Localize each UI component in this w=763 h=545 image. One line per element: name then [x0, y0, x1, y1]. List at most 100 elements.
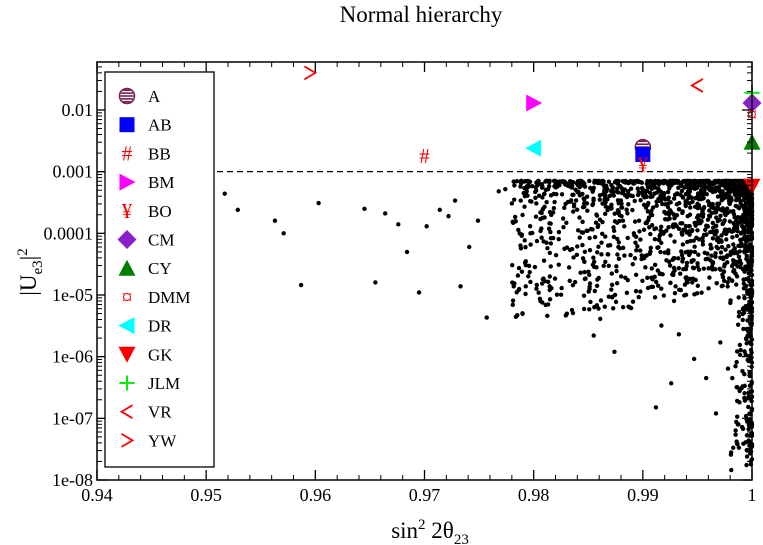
scan-point	[725, 260, 730, 265]
scan-point	[622, 253, 627, 258]
legend-marker-bm	[119, 173, 136, 191]
scan-point	[672, 255, 677, 261]
legend-item-vr: VR	[119, 403, 172, 422]
scan-point	[592, 178, 597, 184]
scan-point	[235, 207, 241, 213]
scan-point	[623, 178, 628, 184]
scan-point	[735, 385, 740, 390]
scan-point	[614, 264, 619, 269]
legend-marker-vr	[119, 404, 133, 419]
scan-point	[618, 198, 624, 203]
scan-point	[735, 204, 740, 210]
scan-point	[658, 232, 663, 237]
scan-point	[539, 235, 544, 240]
scan-point	[626, 202, 631, 207]
scan-point	[680, 194, 685, 200]
scan-point	[316, 200, 321, 206]
scan-point	[638, 289, 643, 294]
scan-point	[626, 180, 631, 186]
scan-point	[643, 205, 649, 210]
scan-point	[691, 265, 697, 271]
legend-marker-yw	[121, 433, 135, 448]
scan-point	[648, 245, 653, 250]
scan-point	[726, 185, 732, 191]
scan-point	[689, 258, 695, 263]
x-axis-label-sup: 2	[418, 517, 426, 533]
scan-point	[713, 254, 718, 259]
legend-label-vr: VR	[148, 403, 172, 422]
scan-point	[672, 239, 677, 244]
scan-point	[576, 189, 581, 194]
scan-point	[671, 272, 676, 278]
scan-point	[545, 302, 551, 307]
scan-point	[630, 261, 635, 267]
scan-point	[516, 287, 521, 293]
scan-point	[620, 218, 626, 223]
scan-point	[707, 275, 712, 280]
legend-item-yw: YW	[121, 431, 177, 450]
scan-point	[580, 219, 585, 225]
scan-point	[731, 208, 736, 214]
legend-marker-bo: ¥	[122, 199, 133, 223]
scan-point	[680, 232, 685, 237]
scan-point	[614, 268, 619, 274]
scan-point	[616, 240, 622, 245]
scan-point	[717, 184, 722, 189]
scan-point	[541, 239, 546, 244]
scan-point	[733, 432, 738, 437]
scan-point	[682, 293, 687, 298]
scan-point	[738, 243, 743, 249]
scan-point	[630, 207, 635, 213]
scan-point	[719, 244, 725, 250]
scan-point	[713, 251, 718, 256]
scan-point	[590, 201, 596, 207]
scan-point	[518, 178, 524, 184]
scan-point	[534, 286, 539, 291]
legend-marker-ab	[119, 117, 135, 133]
scan-point	[281, 231, 286, 236]
scan-point	[582, 249, 588, 254]
scan-point	[692, 292, 697, 297]
scatter-points-layer	[222, 178, 755, 473]
scan-point	[681, 266, 686, 272]
scan-point	[528, 242, 533, 247]
scan-point	[272, 218, 278, 223]
scan-point	[648, 284, 654, 290]
scan-point	[603, 234, 608, 239]
legend-item-dr: DR	[118, 317, 172, 336]
scan-point	[718, 267, 723, 272]
scan-point	[747, 370, 752, 375]
scan-point	[659, 286, 664, 291]
scan-point	[601, 263, 606, 269]
scan-point	[534, 201, 539, 206]
scan-point	[611, 225, 616, 230]
scan-point	[742, 295, 747, 301]
scan-point	[733, 428, 738, 433]
legend-item-dmm: ¤ DMM	[122, 285, 191, 309]
scan-point	[475, 218, 481, 223]
scan-point	[729, 467, 734, 473]
scan-point	[631, 231, 637, 236]
scan-point	[671, 298, 677, 304]
model-marker-bm	[526, 94, 543, 112]
legend-marker-bb: #	[122, 141, 133, 165]
scan-point	[547, 250, 553, 256]
scan-point	[522, 204, 527, 209]
scan-point	[545, 313, 550, 318]
chart-title: Normal hierarchy	[340, 2, 503, 27]
scan-point	[611, 193, 616, 198]
scan-point	[437, 207, 442, 213]
scan-point	[509, 201, 515, 206]
scan-point	[554, 292, 560, 297]
scan-point	[744, 253, 749, 258]
scan-point	[626, 304, 631, 309]
scan-point	[424, 224, 429, 229]
scan-point	[741, 306, 746, 311]
scan-point	[738, 193, 743, 198]
model-marker-bm-shape	[526, 94, 543, 112]
scan-point	[699, 190, 705, 195]
scan-point	[697, 178, 702, 184]
scan-point	[591, 264, 597, 270]
scan-point	[523, 291, 528, 297]
scan-point	[686, 230, 692, 235]
